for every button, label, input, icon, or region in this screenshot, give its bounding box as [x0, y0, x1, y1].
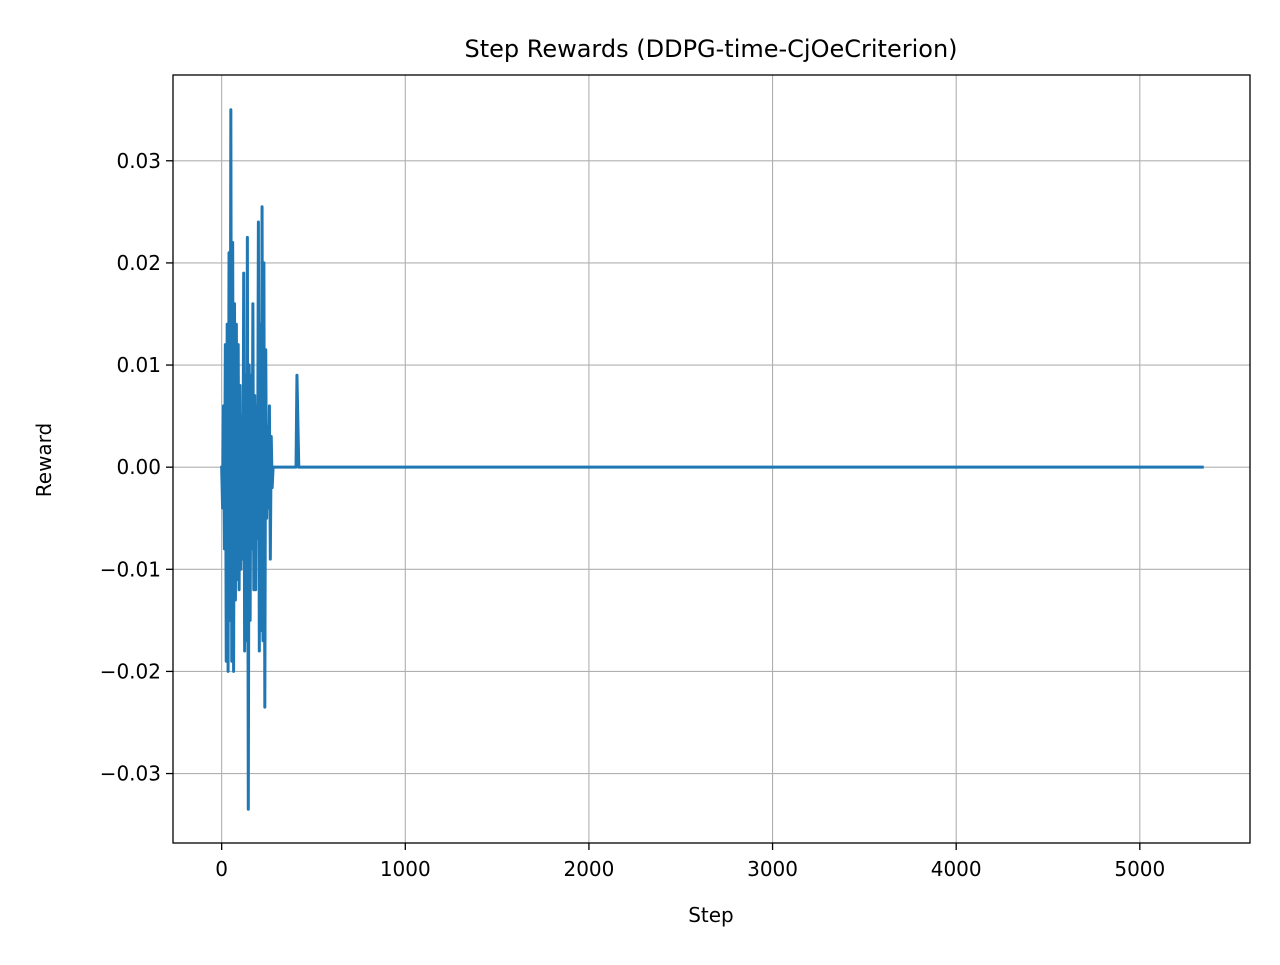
y-tick-label: 0.03 [116, 149, 161, 173]
y-tick-label: 0.01 [116, 353, 161, 377]
y-tick-label: 0.00 [116, 455, 161, 479]
x-tick-label: 2000 [563, 857, 614, 881]
y-tick-label: 0.02 [116, 251, 161, 275]
x-axis-label: Step [688, 903, 734, 927]
y-axis-ticks: −0.03 −0.02 −0.01 0.00 0.01 0.02 0.03 [100, 149, 173, 786]
y-tick-label: −0.03 [100, 762, 161, 786]
x-tick-label: 4000 [931, 857, 982, 881]
x-axis-ticks: 0 1000 2000 3000 4000 5000 [215, 843, 1165, 881]
x-tick-label: 1000 [380, 857, 431, 881]
y-axis-label: Reward [32, 423, 56, 497]
y-tick-label: −0.01 [100, 557, 161, 581]
x-tick-label: 3000 [747, 857, 798, 881]
reward-series-line [220, 108, 1204, 811]
x-tick-label: 0 [215, 857, 228, 881]
series-layer [220, 108, 1204, 811]
plot-frame [172, 74, 1251, 844]
chart-title: Step Rewards (DDPG-time-CjOeCriterion) [464, 35, 957, 63]
y-tick-label: −0.02 [100, 659, 161, 683]
x-tick-label: 5000 [1114, 857, 1165, 881]
